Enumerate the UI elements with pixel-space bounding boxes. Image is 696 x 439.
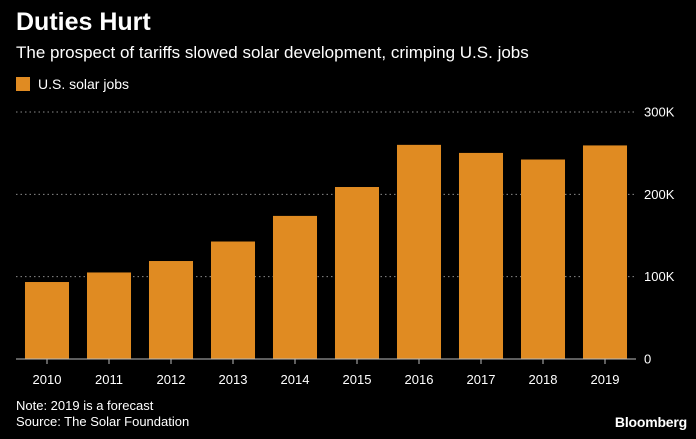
bar-2012 xyxy=(148,261,194,359)
x-tick-label-2019: 2019 xyxy=(591,372,620,387)
bar-2018 xyxy=(520,159,566,359)
x-tick-label-2013: 2013 xyxy=(219,372,248,387)
bar-2016 xyxy=(396,144,442,359)
x-tick-label-2014: 2014 xyxy=(281,372,310,387)
x-tick-label-2011: 2011 xyxy=(95,372,123,387)
bar-2011 xyxy=(86,272,132,359)
x-tick-label-2017: 2017 xyxy=(467,372,496,387)
bar-2010 xyxy=(24,282,70,359)
y-tick-label-0: 0 xyxy=(644,352,651,367)
chart-subtitle: The prospect of tariffs slowed solar dev… xyxy=(16,43,529,62)
x-tick-label-2018: 2018 xyxy=(529,372,558,387)
legend: U.S. solar jobs xyxy=(16,76,129,92)
bloomberg-logo: Bloomberg xyxy=(614,414,687,430)
forecast-note: Note: 2019 is a forecast xyxy=(16,398,154,413)
x-tick-label-2015: 2015 xyxy=(343,372,372,387)
source-note: Source: The Solar Foundation xyxy=(16,414,190,429)
x-tick-label-2012: 2012 xyxy=(157,372,186,387)
y-tick-label-200K: 200K xyxy=(644,187,675,202)
chart-footnote: Note: 2019 is a forecast Source: The Sol… xyxy=(16,398,189,430)
legend-swatch-us-solar-jobs xyxy=(16,77,30,91)
legend-label-us-solar-jobs: U.S. solar jobs xyxy=(38,76,130,92)
bar-2013 xyxy=(210,241,256,359)
bar-2017 xyxy=(458,152,504,359)
bar-2014 xyxy=(272,215,318,359)
x-tick-label-2010: 2010 xyxy=(33,372,62,387)
chart-title: Duties Hurt xyxy=(16,8,151,36)
y-tick-label-100K: 100K xyxy=(644,269,675,284)
bar-2015 xyxy=(334,187,380,359)
y-tick-label-300K: 300K xyxy=(644,105,675,120)
bar-2019 xyxy=(582,145,628,359)
x-tick-label-2016: 2016 xyxy=(405,372,434,387)
